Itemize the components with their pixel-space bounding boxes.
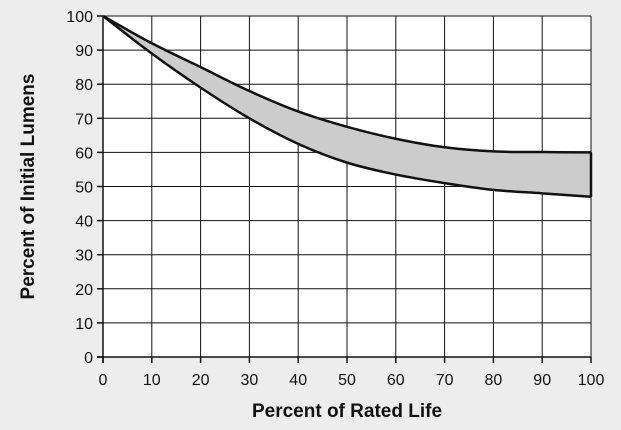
x-tick-label: 100 [578,372,605,389]
x-tick-label: 20 [192,372,210,389]
x-tick-label: 30 [241,372,259,389]
series-line-upper [102,14,592,154]
y-tick-label: 80 [75,77,93,94]
x-tick-label: 0 [99,372,108,389]
axes [97,15,592,363]
x-tick-label: 60 [387,372,405,389]
x-tick-label: 90 [533,372,551,389]
y-tick-label: 90 [75,43,93,60]
y-tick-label: 20 [75,282,93,299]
y-tick-label: 40 [75,214,93,231]
y-tick-label: 30 [75,248,93,265]
y-tick-labels: 0 10 20 30 40 50 60 70 80 90 100 [66,9,93,367]
y-tick-label: 70 [75,111,93,128]
lumen-band [103,16,591,197]
x-tick-labels: 0 10 20 30 40 50 60 70 80 90 100 [99,372,605,389]
y-axis-title: Percent of Initial Lumens [18,74,39,300]
y-tick-label: 10 [75,316,93,333]
x-tick-label: 50 [338,372,356,389]
y-tick-label: 0 [84,350,93,367]
x-tick-label: 10 [143,372,161,389]
lumen-range-band [103,16,591,197]
x-tick-label: 70 [436,372,454,389]
x-tick-label: 80 [485,372,503,389]
x-tick-label: 40 [289,372,307,389]
x-axis-title: Percent of Rated Life [252,401,442,422]
series-line-lower [102,15,592,198]
y-tick-label: 60 [75,145,93,162]
y-tick-label: 50 [75,180,93,197]
series-lines [102,14,593,198]
y-tick-label: 100 [66,9,93,26]
